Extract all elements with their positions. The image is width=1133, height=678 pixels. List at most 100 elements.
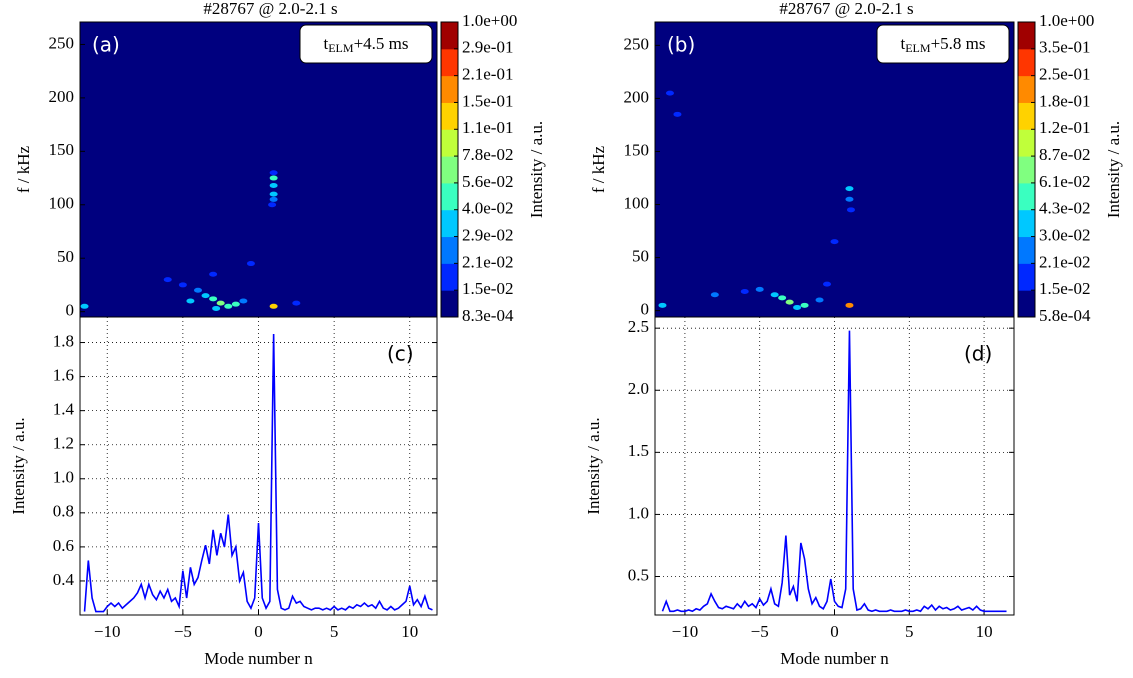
colorbar-band (441, 75, 458, 103)
colorbar-tick-label: 3.0e-02 (1039, 225, 1090, 244)
colorbar-band (1018, 290, 1035, 318)
colorbar-tick-label: 5.8e-04 (1039, 306, 1091, 325)
heatmap-spot (269, 170, 278, 176)
panel-label: (b) (667, 33, 695, 57)
plot-frame (79, 316, 438, 616)
colorbar-tick-label: 8.7e-02 (1039, 145, 1090, 164)
y-tick-label: 150 (49, 140, 75, 159)
annotation-part: +5.8 ms (931, 34, 986, 53)
heatmap-spot (658, 302, 667, 308)
heatmap-spot (209, 296, 218, 302)
heatmap-spot (823, 281, 832, 287)
y-axis-label: f / kHz (589, 145, 608, 193)
colorbar-band (441, 263, 458, 291)
y-tick-label: 0.4 (53, 570, 75, 589)
heatmap-spot (246, 261, 255, 267)
annotation-part: t (323, 34, 328, 53)
heatmap-spot (292, 300, 301, 306)
colorbar-tick-label: 2.1e-02 (462, 252, 513, 271)
heatmap-spot (710, 292, 719, 298)
heatmap-spot (830, 239, 839, 245)
panel-label: (c) (387, 342, 414, 366)
colorbar-tick-label: 1.5e-01 (462, 91, 513, 110)
y-tick-label: 250 (624, 34, 650, 53)
colorbar-band (441, 102, 458, 130)
colorbar-band (1018, 75, 1035, 103)
y-tick-label: 1.6 (53, 366, 74, 385)
colorbar-band (441, 22, 458, 50)
heatmap-spot (239, 298, 248, 304)
colorbar-tick-label: 2.9e-02 (462, 225, 513, 244)
heatmap-spot (80, 303, 89, 309)
colorbar-label: Intensity / a.u. (1104, 121, 1123, 218)
y-tick-label: 2.5 (628, 317, 649, 336)
x-tick-label: −5 (751, 622, 769, 641)
heatmap-background (655, 22, 1014, 317)
heatmap-spot (815, 297, 824, 303)
panel-label: (a) (92, 33, 120, 57)
colorbar-frame (1017, 21, 1036, 318)
heatmap-spot (740, 289, 749, 295)
chart-title: #28767 @ 2.0-2.1 s (203, 0, 337, 18)
colorbar-tick-label: 1.5e-02 (1039, 279, 1090, 298)
colorbar-tick-label: 4.3e-02 (1039, 199, 1090, 218)
x-axis-label: Mode number n (204, 649, 313, 668)
heatmap-spot (846, 207, 855, 213)
heatmap-spot (800, 302, 809, 308)
annotation: tELM+5.8 ms (900, 34, 985, 55)
line-series (83, 334, 433, 613)
annotation-part: ELM (905, 41, 931, 55)
colorbar-band (1018, 48, 1035, 77)
colorbar-band (1018, 102, 1035, 130)
heatmap-spot (216, 300, 225, 306)
colorbar-tick-label: 4.0e-02 (462, 199, 513, 218)
y-tick-label: 0.6 (53, 536, 74, 555)
colorbar-tick-label: 3.5e-01 (1039, 38, 1090, 57)
colorbar-tick-label: 2.1e-01 (462, 65, 513, 84)
y-tick-label: 200 (49, 87, 75, 106)
y-tick-label: 150 (624, 140, 650, 159)
annotation-box (876, 24, 1010, 64)
heatmap-spots (80, 170, 301, 311)
colorbar-tick-label: 1.0e+00 (462, 11, 517, 30)
colorbar-tick-label: 6.1e-02 (1039, 172, 1090, 191)
chart-title: #28767 @ 2.0-2.1 s (779, 0, 913, 18)
colorbar-tick-label: 1.8e-01 (1039, 91, 1090, 110)
heatmap-spot (212, 305, 221, 311)
heatmap-spot (163, 277, 172, 283)
heatmap-background (80, 22, 437, 317)
colorbar-tick-label: 2.9e-01 (462, 38, 513, 57)
heatmap-spot (201, 293, 210, 299)
colorbar-band (1018, 182, 1035, 211)
heatmap-spot (673, 111, 682, 117)
x-tick-label: −10 (94, 622, 121, 641)
x-tick-label: 5 (905, 622, 914, 641)
x-tick-label: 10 (976, 622, 993, 641)
heatmap-spot (793, 304, 802, 310)
heatmap-spot (224, 303, 233, 309)
y-tick-label: 50 (632, 246, 649, 265)
heatmap-spot (231, 301, 240, 307)
colorbar-tick-label: 1.0e+00 (1039, 11, 1094, 30)
heatmap-spot (770, 292, 779, 298)
heatmap-spot (269, 183, 278, 189)
y-axis-label: Intensity / a.u. (9, 417, 28, 514)
colorbar-band (441, 236, 458, 264)
line-series (661, 330, 1007, 613)
annotation-part: ELM (328, 41, 354, 55)
y-axis-label: Intensity / a.u. (584, 417, 603, 514)
y-tick-label: 0 (66, 301, 75, 320)
y-tick-label: 1.0 (53, 468, 74, 487)
heatmap-spot (269, 196, 278, 202)
colorbar-band (441, 129, 458, 157)
annotation: tELM+4.5 ms (323, 34, 408, 55)
colorbar-band (441, 290, 458, 318)
y-tick-label: 50 (57, 247, 74, 266)
colorbar-tick-label: 5.6e-02 (462, 172, 513, 191)
panel-label: (d) (964, 342, 992, 366)
y-tick-label: 0.5 (628, 565, 649, 584)
colorbar-band (441, 48, 458, 77)
colorbar-tick-label: 8.3e-04 (462, 306, 514, 325)
colorbar-tick-label: 1.5e-02 (462, 279, 513, 298)
heatmap-spot (269, 303, 278, 309)
